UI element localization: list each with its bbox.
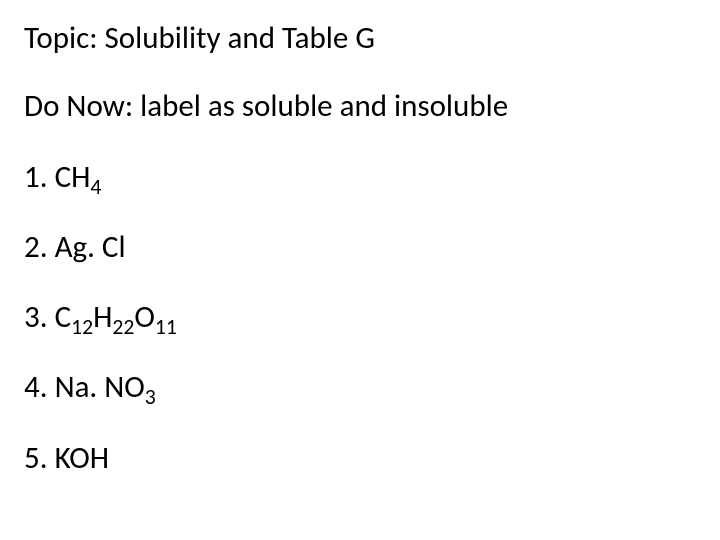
list-item: 1. CH4	[24, 157, 696, 197]
formula-sub: 4	[90, 173, 101, 200]
list-item: 3. C12H22O11	[24, 297, 696, 337]
item-number: 4.	[24, 368, 48, 406]
list-item: 5. KOH	[24, 438, 696, 478]
item-number: 2.	[24, 228, 48, 266]
list-item: 4. Na. NO3	[24, 367, 696, 407]
formula-prefix: C	[55, 298, 72, 336]
formula-mid: H	[93, 298, 112, 336]
formula-prefix: KOH	[55, 439, 109, 477]
topic-line: Topic: Solubility and Table G	[24, 18, 696, 58]
formula-prefix: CH	[55, 158, 91, 196]
list-item: 2. Ag. Cl	[24, 227, 696, 267]
formula-sub: 12	[71, 313, 93, 340]
topic-text: Topic: Solubility and Table G	[24, 19, 375, 57]
formula-suffix: O	[134, 298, 155, 336]
item-number: 1.	[24, 158, 48, 196]
item-number: 5.	[24, 439, 48, 477]
do-now-text: Do Now: label as soluble and insoluble	[24, 87, 508, 125]
formula-sub: 3	[145, 384, 156, 411]
formula-prefix: Ag. Cl	[55, 228, 126, 266]
do-now-line: Do Now: label as soluble and insoluble	[24, 86, 696, 126]
formula-sub: 11	[155, 313, 177, 340]
formula-prefix: Na. NO	[55, 368, 145, 406]
formula-sub: 22	[112, 313, 134, 340]
item-number: 3.	[24, 298, 48, 336]
